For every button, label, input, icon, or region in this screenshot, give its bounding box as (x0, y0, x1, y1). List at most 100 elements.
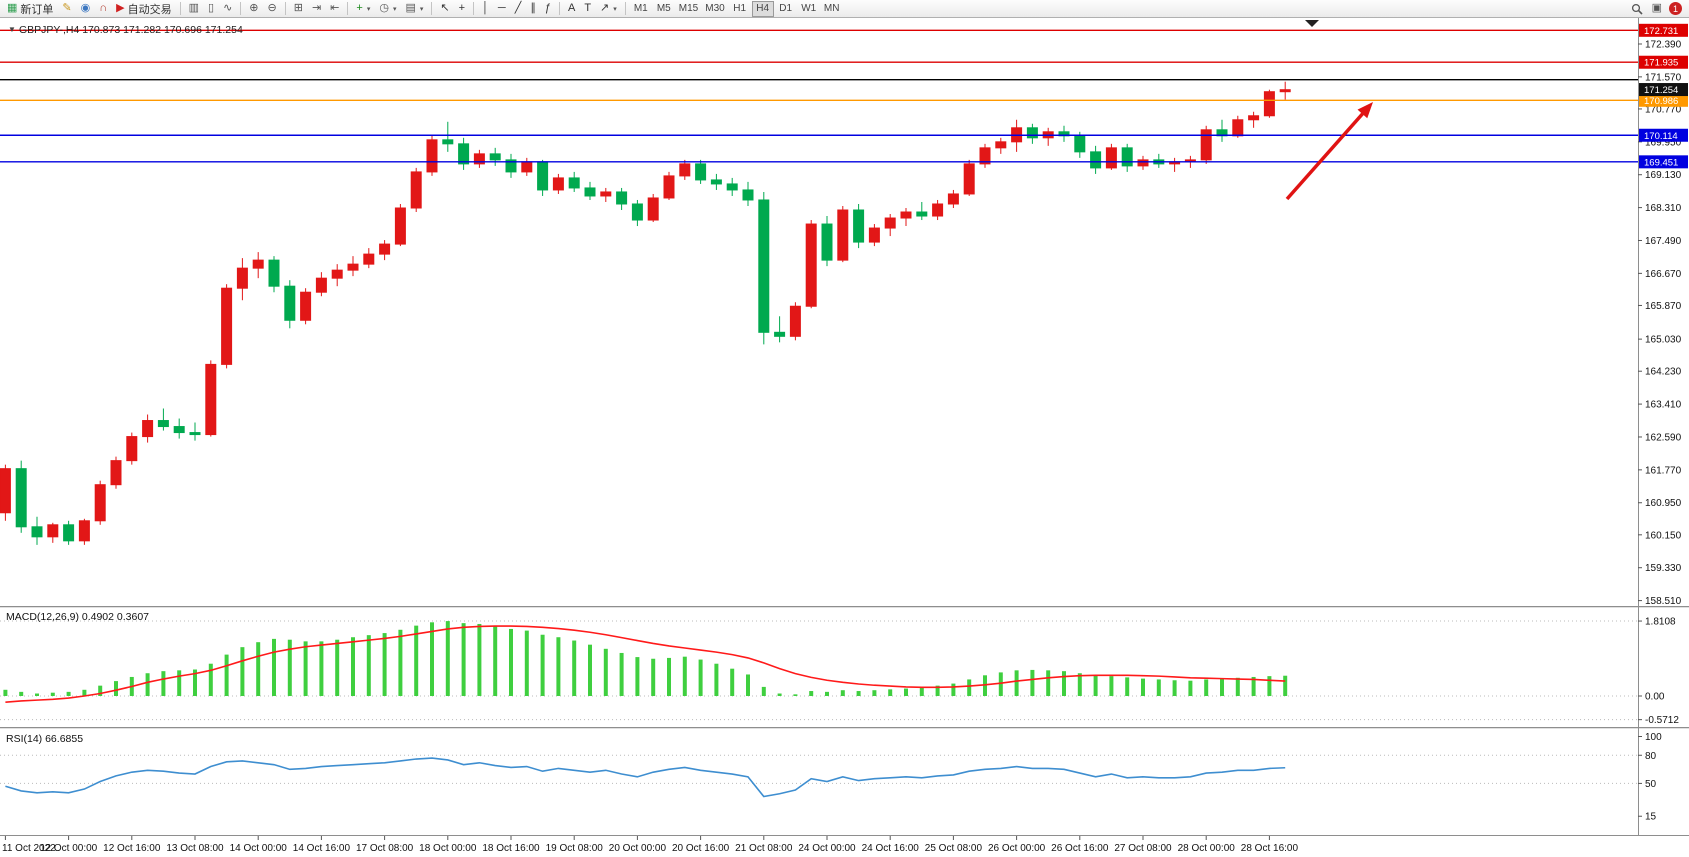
macd-histogram-bar (366, 635, 371, 696)
candle-body (394, 207, 406, 245)
candle-body (31, 526, 43, 538)
new-order-button[interactable]: ▦ 新订单 (3, 1, 57, 17)
macd-histogram-bar (572, 640, 577, 696)
svg-text:19 Oct 08:00: 19 Oct 08:00 (546, 843, 604, 854)
cursor-button[interactable]: ↖ (436, 1, 453, 17)
svg-text:169.950: 169.950 (1645, 137, 1682, 148)
macd-histogram-bar (1188, 680, 1193, 696)
candle-body (821, 223, 833, 261)
svg-text:172.390: 172.390 (1645, 39, 1682, 50)
rsi-line (5, 757, 1286, 798)
text-label-icon: T (584, 2, 592, 14)
timeframe-button-m15[interactable]: M15 (676, 1, 701, 17)
fibonacci-button[interactable]: ƒ (541, 1, 555, 17)
timeframe-button-w1[interactable]: W1 (798, 1, 820, 17)
macd-histogram-bar (1014, 670, 1019, 696)
svg-text:165.030: 165.030 (1645, 335, 1682, 346)
macd-histogram-bar (224, 654, 229, 696)
tile-windows-button[interactable]: ⊞ (290, 1, 307, 17)
timeframe-button-h1[interactable]: H1 (729, 1, 751, 17)
candle-body (1105, 147, 1117, 169)
price-axis[interactable]: 172.390 171.570 170.770 169.950 169.130 168.3… (1638, 18, 1688, 836)
candle-body (568, 177, 580, 189)
candle-body (426, 139, 438, 173)
new-order-icon: ▦ (7, 2, 18, 14)
label-button[interactable]: T (580, 1, 595, 17)
price-badge: 171.935 (1639, 55, 1688, 69)
vertical-line-button[interactable]: │ (478, 1, 493, 17)
candle-body (442, 139, 454, 145)
indicators-button[interactable]: + ▾ (352, 1, 374, 17)
periods-button[interactable]: ◷ ▾ (375, 1, 400, 17)
candle-body (331, 269, 343, 279)
trend-arrow-annotation[interactable] (1285, 102, 1373, 201)
bar-chart-button[interactable]: ▥ (185, 1, 203, 17)
svg-text:170.986: 170.986 (1644, 96, 1678, 107)
timeframe-button-d1[interactable]: D1 (775, 1, 797, 17)
arrows-button[interactable]: ↗ ▾ (596, 1, 621, 17)
macd-histogram-bar (872, 690, 877, 696)
svg-text:12 Oct 16:00: 12 Oct 16:00 (103, 843, 161, 854)
candlestick-icon: ▯ (208, 2, 215, 14)
trendline-button[interactable]: ╱ (511, 1, 526, 17)
fibonacci-icon: ƒ (544, 2, 551, 14)
symbol-ohlc-label: ▼ GBPJPY-,H4 170.873 171.282 170.696 171.… (8, 24, 243, 36)
trendline-icon: ╱ (514, 2, 522, 14)
zoom-out-button[interactable]: ⊖ (264, 1, 281, 17)
candle-body (1137, 159, 1149, 167)
community-button[interactable]: ◉ (77, 1, 95, 17)
timeframe-button-m5[interactable]: M5 (653, 1, 675, 17)
macd-histogram-bar (398, 629, 403, 696)
macd-histogram-bar (287, 639, 292, 696)
candle-body (805, 223, 817, 307)
timeframe-button-h4[interactable]: H4 (751, 0, 774, 17)
svg-text:11 Oct 2022: 11 Oct 2022 (2, 843, 56, 854)
metaeditor-button[interactable]: ✎ (58, 1, 75, 17)
candle-body (221, 287, 233, 365)
candle-body (710, 179, 722, 185)
macd-histogram-bar (1125, 677, 1130, 696)
macd-histogram-bar (967, 679, 972, 696)
macd-histogram-bar (82, 689, 87, 696)
auto-scroll-button[interactable]: ⇥ (308, 1, 325, 17)
macd-histogram-bar (888, 689, 893, 696)
candle-body (521, 161, 533, 173)
horizontal-line-button[interactable]: ─ (494, 1, 510, 17)
macd-histogram-bar (256, 642, 261, 696)
crosshair-button[interactable]: + (455, 1, 469, 17)
auto-scroll-icon: ⇥ (311, 2, 322, 14)
candle-body (695, 163, 707, 181)
channel-button[interactable]: ∥ (526, 1, 540, 17)
line-chart-button[interactable]: ∿ (219, 1, 236, 17)
zoom-in-button[interactable]: ⊕ (245, 1, 262, 17)
window-list-button[interactable]: ▣ (1648, 1, 1666, 17)
chart-shift-button[interactable]: ⇤ (326, 1, 343, 17)
toolbar-separator (473, 2, 475, 15)
candle-body (1263, 91, 1275, 117)
chart-shift-marker[interactable] (1305, 20, 1319, 27)
autotrading-button[interactable]: ▶ 自动交易 (112, 1, 175, 17)
macd-histogram-bar (430, 622, 434, 696)
autotrading-button-label: 自动交易 (127, 3, 172, 16)
chart-area[interactable]: ▼ GBPJPY-,H4 170.873 171.282 170.696 171.… (0, 18, 1689, 857)
sound-button[interactable]: ∩ (95, 1, 111, 17)
macd-histogram-bar (635, 657, 640, 696)
macd-histogram-bar (509, 628, 513, 696)
timeframe-button-mn[interactable]: MN (821, 1, 843, 17)
svg-text:27 Oct 08:00: 27 Oct 08:00 (1114, 843, 1172, 854)
symbol-marker-icon: ▼ (8, 25, 16, 34)
candle-body (663, 175, 675, 199)
timeframe-button-m1[interactable]: M1 (630, 1, 652, 17)
templates-button[interactable]: ▤ ▾ (401, 1, 427, 17)
timeframe-button-m30[interactable]: M30 (702, 1, 727, 17)
candlestick-chart-button[interactable]: ▯ (204, 1, 218, 17)
candle-body (868, 227, 880, 243)
candle-body (410, 171, 422, 209)
search-button[interactable] (1627, 1, 1647, 17)
candle-body (1232, 119, 1244, 137)
notification-badge[interactable]: 1 (1669, 2, 1682, 15)
candle-body (157, 420, 169, 428)
text-button[interactable]: A (564, 1, 579, 17)
candle-body (647, 197, 659, 221)
